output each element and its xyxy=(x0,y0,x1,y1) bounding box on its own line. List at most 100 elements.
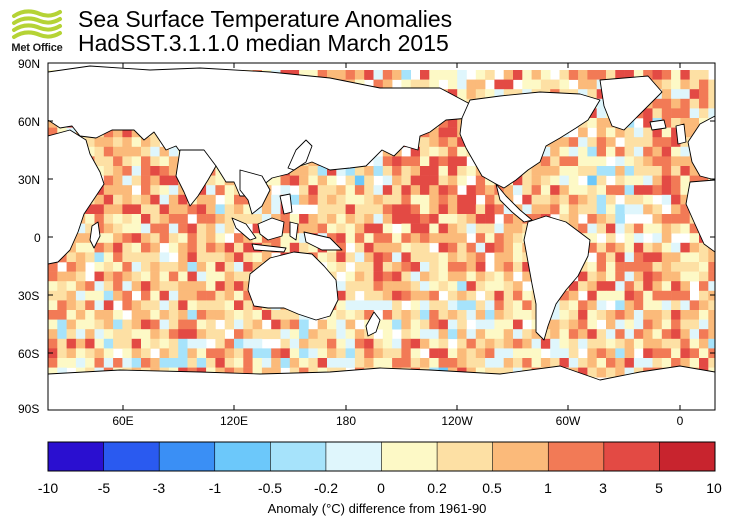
anomaly-cell xyxy=(643,242,653,253)
anomaly-cell xyxy=(485,300,495,311)
anomaly-cell xyxy=(485,281,495,292)
anomaly-cell xyxy=(252,358,263,368)
anomaly-cell xyxy=(299,242,309,253)
anomaly-cell xyxy=(392,252,402,263)
anomaly-cell xyxy=(708,252,715,263)
anomaly-cell xyxy=(457,146,467,157)
anomaly-cell xyxy=(94,271,105,282)
anomaly-cell xyxy=(689,338,700,349)
anomaly-cell xyxy=(420,156,430,167)
anomaly-cell xyxy=(513,310,523,320)
anomaly-cell xyxy=(578,185,588,196)
anomaly-cell xyxy=(485,242,495,253)
anomaly-cell xyxy=(671,166,681,176)
anomaly-cell xyxy=(475,262,486,272)
anomaly-cell xyxy=(364,166,374,176)
anomaly-cell xyxy=(122,262,132,272)
anomaly-cell xyxy=(466,252,477,263)
anomaly-cell xyxy=(206,252,216,263)
anomaly-cell xyxy=(513,214,523,224)
anomaly-cell xyxy=(680,290,690,301)
anomaly-cell xyxy=(168,194,179,205)
anomaly-cell xyxy=(48,329,58,340)
anomaly-cell xyxy=(336,233,346,244)
anomaly-cell xyxy=(382,281,393,292)
anomaly-cell xyxy=(373,204,384,215)
anomaly-cell xyxy=(122,281,132,292)
anomaly-cell xyxy=(438,214,449,224)
anomaly-cell xyxy=(643,252,653,263)
anomaly-cell xyxy=(652,175,663,186)
anomaly-cell xyxy=(680,310,690,320)
anomaly-cell xyxy=(336,223,346,234)
anomaly-cell xyxy=(587,242,597,253)
anomaly-cell xyxy=(85,329,95,340)
anomaly-cell xyxy=(48,271,58,282)
anomaly-cell xyxy=(606,194,616,205)
anomaly-cell xyxy=(596,137,607,148)
anomaly-cell xyxy=(559,185,570,196)
anomaly-cell xyxy=(578,223,588,234)
anomaly-cell xyxy=(159,175,170,186)
anomaly-cell xyxy=(113,137,123,148)
anomaly-cell xyxy=(373,271,384,282)
cb-label-neg3: -3 xyxy=(152,480,166,496)
anomaly-cell xyxy=(48,310,58,320)
anomaly-cell xyxy=(243,367,253,378)
anomaly-cell xyxy=(410,204,421,215)
anomaly-cell xyxy=(587,271,597,282)
anomaly-cell xyxy=(447,310,458,320)
anomaly-cell xyxy=(243,242,253,253)
anomaly-cell xyxy=(661,98,672,109)
anomaly-cell xyxy=(122,252,132,263)
anomaly-cell xyxy=(568,166,579,176)
anomaly-cell xyxy=(447,214,458,224)
anomaly-cell xyxy=(252,214,263,224)
anomaly-cell xyxy=(438,358,449,368)
anomaly-cell xyxy=(661,310,672,320)
anomaly-cell xyxy=(280,310,291,320)
anomaly-cell xyxy=(661,108,672,119)
anomaly-cell xyxy=(336,252,346,263)
cb-label-0-5: 0.5 xyxy=(482,480,502,496)
anomaly-cell xyxy=(689,70,700,80)
anomaly-cell xyxy=(66,348,77,359)
anomaly-cell xyxy=(578,204,588,215)
colorbar-swatch xyxy=(603,442,660,471)
anomaly-cell xyxy=(410,242,421,253)
anomaly-cell xyxy=(587,262,597,272)
anomaly-cell xyxy=(401,233,411,244)
anomaly-cell xyxy=(159,338,170,349)
axis-ticks xyxy=(48,62,715,411)
anomaly-cell xyxy=(122,204,132,215)
anomaly-cell xyxy=(178,319,188,330)
anomaly-cell xyxy=(429,262,439,272)
anomaly-cell xyxy=(401,319,411,330)
anomaly-cell xyxy=(289,242,300,253)
anomaly-cell xyxy=(159,358,170,368)
anomaly-cell xyxy=(103,242,114,253)
anomaly-cell xyxy=(578,329,588,340)
anomaly-cell xyxy=(457,194,467,205)
colorbar-swatch xyxy=(659,442,716,471)
anomaly-cell xyxy=(215,233,225,244)
anomaly-cell xyxy=(643,194,653,205)
anomaly-cell xyxy=(485,223,495,234)
anomaly-cell xyxy=(234,252,244,263)
anomaly-cell xyxy=(224,242,235,253)
anomaly-cell xyxy=(550,175,560,186)
anomaly-cell xyxy=(373,70,384,80)
anomaly-cell xyxy=(392,281,402,292)
anomaly-cell xyxy=(513,242,523,253)
anomaly-cell xyxy=(364,194,374,205)
anomaly-cell xyxy=(661,348,672,359)
anomaly-cell xyxy=(633,166,644,176)
anomaly-cell xyxy=(447,127,458,138)
anomaly-cell xyxy=(689,358,700,368)
anomaly-cell xyxy=(522,79,532,90)
anomaly-cell xyxy=(689,252,700,263)
anomaly-cell xyxy=(633,127,644,138)
anomaly-cell xyxy=(661,358,672,368)
central-america-outline xyxy=(495,183,533,223)
anomaly-cell xyxy=(382,156,393,167)
